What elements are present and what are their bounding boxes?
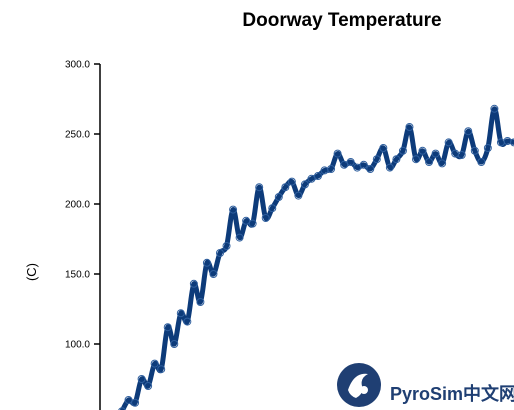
data-point [222,242,231,250]
data-point [392,155,401,164]
watermark-text: PyroSim中文网 [390,384,514,404]
y-tick-label: 300.0 [65,60,90,71]
data-point [366,165,375,173]
data-point [150,359,159,368]
data-point [163,323,172,332]
data-point [235,233,244,242]
data-point [307,174,316,183]
data-point [196,298,205,306]
data-point [314,172,322,180]
data-point [405,123,414,131]
data-point [242,216,251,225]
data-point [268,204,277,213]
data-point [359,160,368,169]
data-point [157,365,166,374]
chart-title: Doorway Temperature [242,10,442,31]
data-point [274,193,283,201]
data-point [118,407,126,410]
data-point [385,163,394,172]
data-point [470,146,479,155]
y-tick-label: 100.0 [65,340,90,351]
data-point [412,155,420,164]
data-point [124,396,133,404]
data-point [431,149,440,158]
data-point [281,183,290,192]
data-point [438,159,447,168]
data-point [444,138,453,147]
data-point [490,104,499,113]
series-group [118,104,514,410]
data-point [209,270,218,278]
data-point [353,163,362,172]
series-line [119,106,514,410]
data-point [176,309,185,318]
data-point [131,398,140,407]
y-tick-label: 250.0 [65,130,90,141]
data-point [183,317,192,326]
data-point [333,149,342,158]
data-point [189,279,198,288]
data-point [287,177,296,186]
data-point [379,144,388,152]
data-point [229,205,238,214]
data-point [483,144,492,152]
data-point [457,151,466,159]
pyrosim-logo-icon [337,363,381,407]
y-axis-label: (C) [24,263,39,281]
data-point [510,138,514,147]
data-point [340,160,349,169]
data-point [261,214,270,222]
watermark: PyroSim中文网 [334,360,514,410]
data-point [137,375,146,383]
data-point [144,382,153,390]
data-point [294,191,303,200]
data-point [170,340,179,348]
y-tick-label: 150.0 [65,270,90,281]
data-point [418,146,427,155]
y-tick-label: 200.0 [65,200,90,211]
data-point [248,219,257,228]
y-ticks: 100.0 150.0 200.0 250.0 300.0 [65,60,100,351]
data-point [300,180,309,189]
data-point [327,165,336,173]
data-point [346,158,355,166]
data-point [464,127,473,136]
data-point [202,258,211,267]
data-point [425,158,434,166]
data-point [398,146,407,155]
data-point [372,155,381,164]
data-point [216,249,224,257]
data-point [477,158,486,166]
data-point [255,183,264,192]
